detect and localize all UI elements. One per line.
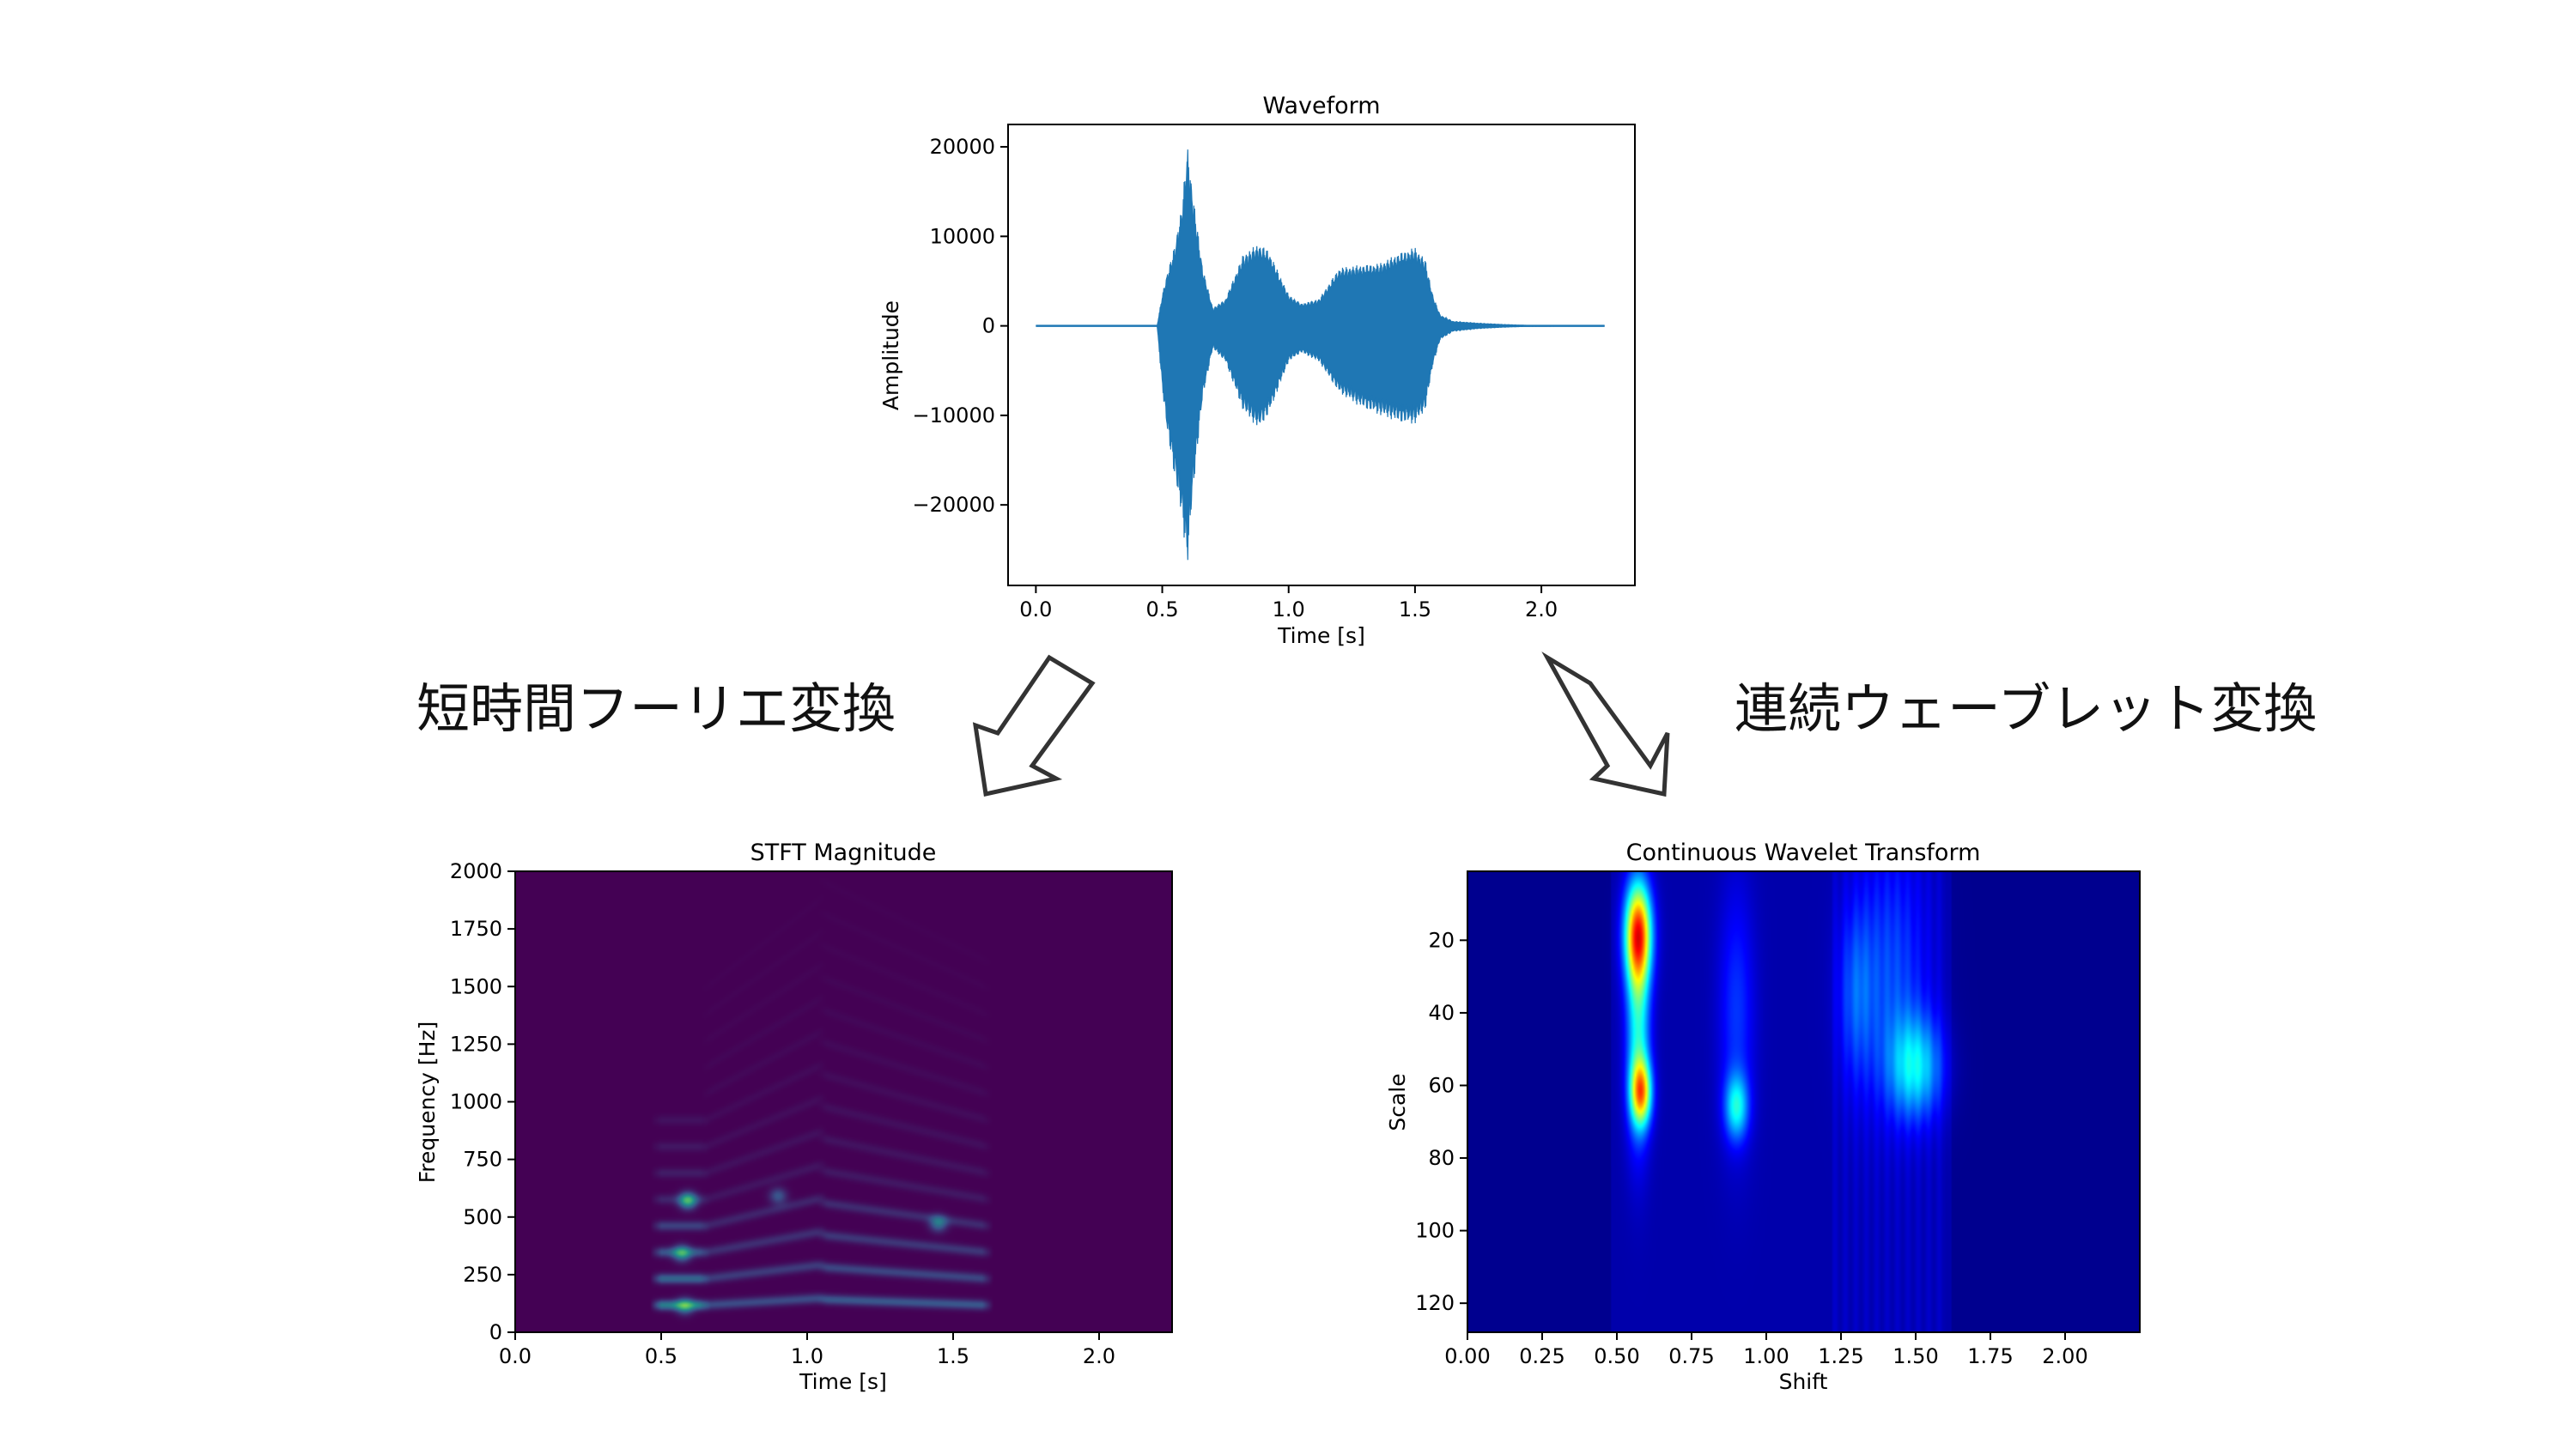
waveform-title: Waveform [1262, 93, 1380, 119]
cwt-xtick-label: 2.00 [2042, 1344, 2087, 1368]
waveform-series [1036, 149, 1605, 561]
stft-ytick-label: 750 [463, 1148, 502, 1172]
cwt-ytick-label: 60 [1428, 1073, 1455, 1097]
stft-ytick-label: 1750 [450, 917, 502, 941]
waveform-xlabel: Time [s] [1277, 623, 1365, 648]
cwt-chart: Continuous Wavelet Transform 0.00 0.25 0.5… [1385, 840, 2141, 1394]
arrow-to-stft [972, 654, 1096, 797]
arrow-to-cwt [1541, 652, 1670, 797]
waveform-xtick-label: 1.0 [1273, 597, 1305, 621]
cwt-frame [1467, 870, 2141, 1333]
cwt-ytick-label: 120 [1415, 1291, 1455, 1315]
stft-xtick-label: 0.5 [645, 1344, 677, 1368]
stft-xtick-label: 2.0 [1083, 1344, 1115, 1368]
stft-xtick-label: 0.0 [499, 1344, 532, 1368]
cwt-heatmap [1467, 871, 2140, 1332]
cwt-xlabel: Shift [1779, 1369, 1828, 1394]
stft-ytick-label: 1250 [450, 1032, 502, 1056]
waveform-ytick-label: −20000 [913, 493, 995, 517]
waveform-xtick-label: 0.5 [1145, 597, 1178, 621]
cwt-xtick-label: 0.00 [1444, 1344, 1490, 1368]
cwt-xtick-label: 1.75 [1967, 1344, 2013, 1368]
stft-xtick-label: 1.5 [937, 1344, 969, 1368]
stft-ylabel: Frequency [Hz] [415, 1022, 440, 1184]
cwt-ytick-label: 80 [1428, 1146, 1455, 1170]
stft-heatmap [515, 871, 1172, 1332]
cwt-ytick-label: 20 [1428, 928, 1455, 952]
stft-xtick-label: 1.0 [791, 1344, 823, 1368]
waveform-xtick-label: 1.5 [1399, 597, 1431, 621]
stft-title: STFT Magnitude [750, 840, 937, 866]
waveform-ylabel: Amplitude [878, 300, 903, 410]
stft-ytick-label: 2000 [450, 859, 502, 883]
waveform-xtick-label: 0.0 [1019, 597, 1052, 621]
stft-ytick-label: 250 [463, 1263, 502, 1287]
cwt-xtick-label: 0.75 [1668, 1344, 1714, 1368]
stft-xlabel: Time [s] [799, 1369, 887, 1394]
cwt-xtick-label: 1.50 [1893, 1344, 1938, 1368]
stft-ytick-label: 1000 [450, 1090, 502, 1114]
waveform-chart: Waveform 0.0 0.5 1.0 1.5 2.0 20000 10000 0 −1000… [878, 93, 1636, 648]
cwt-title: Continuous Wavelet Transform [1626, 840, 1981, 866]
stft-caption: 短時間フーリエ変換 [416, 677, 896, 740]
waveform-ytick-label: 20000 [930, 135, 995, 159]
waveform-xtick-label: 2.0 [1525, 597, 1558, 621]
stft-ytick-label: 500 [463, 1205, 502, 1229]
cwt-xtick-label: 0.25 [1519, 1344, 1564, 1368]
stft-ytick-label: 0 [489, 1320, 502, 1344]
waveform-frame [1007, 124, 1636, 586]
waveform-ytick-label: 0 [982, 314, 995, 338]
waveform-ytick-label: 10000 [930, 224, 995, 248]
cwt-xtick-label: 1.00 [1743, 1344, 1789, 1368]
cwt-caption: 連続ウェーブレット変換 [1735, 677, 2317, 740]
waveform-ytick-label: −10000 [913, 403, 995, 427]
cwt-ylabel: Scale [1385, 1073, 1410, 1131]
cwt-xtick-label: 0.50 [1594, 1344, 1639, 1368]
cwt-xtick-label: 1.25 [1818, 1344, 1863, 1368]
cwt-ytick-label: 100 [1415, 1219, 1455, 1243]
stft-chart: STFT Magnitude 0.0 0.5 1.0 1.5 2.0 0 250 500 750… [415, 840, 1173, 1394]
cwt-ytick-label: 40 [1428, 1001, 1455, 1025]
stft-ytick-label: 1500 [450, 974, 502, 998]
